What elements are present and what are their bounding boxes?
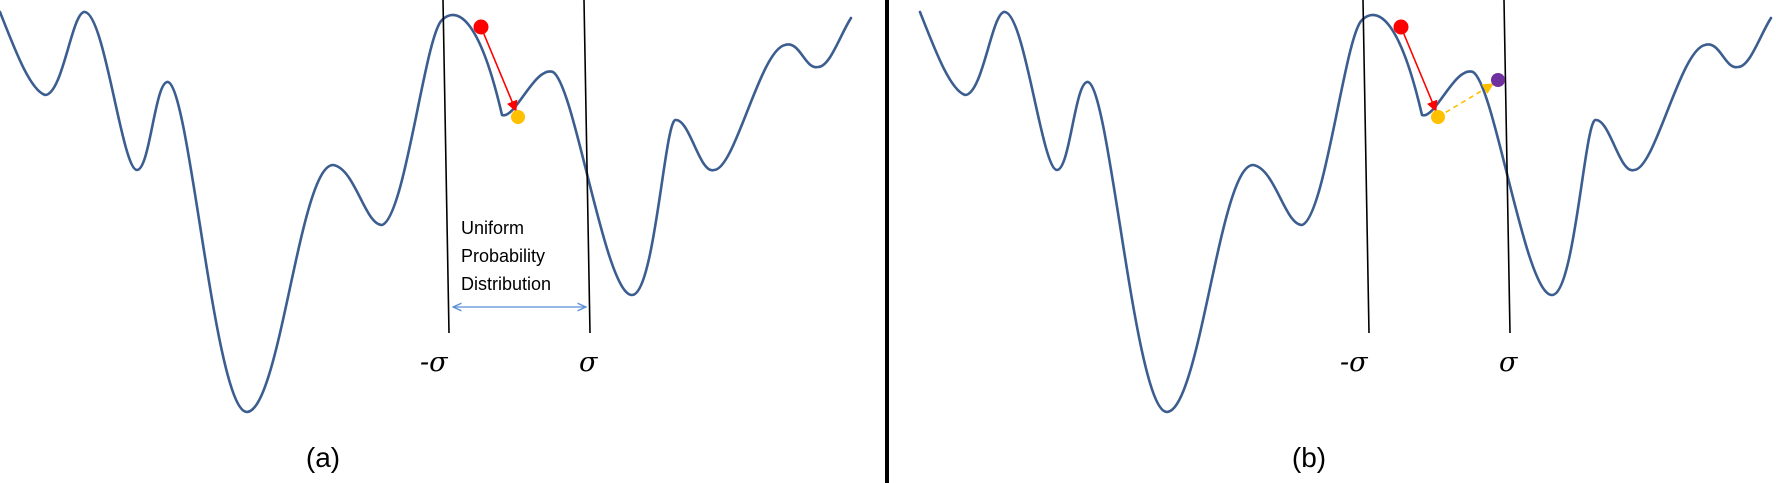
neg-sigma-bound-line bbox=[442, 0, 450, 334]
sigma-bound-line bbox=[583, 0, 591, 334]
start-point bbox=[1393, 19, 1409, 35]
energy-landscape-curve bbox=[918, 10, 1773, 414]
descent-arrow bbox=[480, 26, 518, 113]
random-jump-arrow bbox=[1437, 83, 1494, 118]
local-minimum-point bbox=[511, 110, 525, 124]
panel-b: -σ σ (b) bbox=[918, 0, 1773, 473]
annotation-line-1: Uniform bbox=[461, 218, 524, 238]
trial-point bbox=[1491, 73, 1505, 87]
descent-arrow bbox=[1400, 26, 1438, 113]
panel-b-label: (b) bbox=[1292, 442, 1326, 473]
energy-landscape-curve bbox=[0, 10, 853, 414]
sigma-label: σ bbox=[1499, 347, 1519, 378]
neg-sigma-bound-line bbox=[1362, 0, 1370, 334]
neg-sigma-label: -σ bbox=[1340, 347, 1369, 378]
sigma-label: σ bbox=[579, 347, 599, 378]
annotation-line-2: Probability bbox=[461, 246, 545, 266]
annotation-line-3: Distribution bbox=[461, 274, 551, 294]
local-minimum-point bbox=[1431, 110, 1445, 124]
start-point bbox=[473, 19, 489, 35]
panel-a: Uniform Probability Distribution -σ σ (a… bbox=[0, 0, 853, 473]
neg-sigma-label: -σ bbox=[420, 347, 449, 378]
panel-a-label: (a) bbox=[306, 442, 340, 473]
sigma-bound-line bbox=[1503, 0, 1511, 334]
